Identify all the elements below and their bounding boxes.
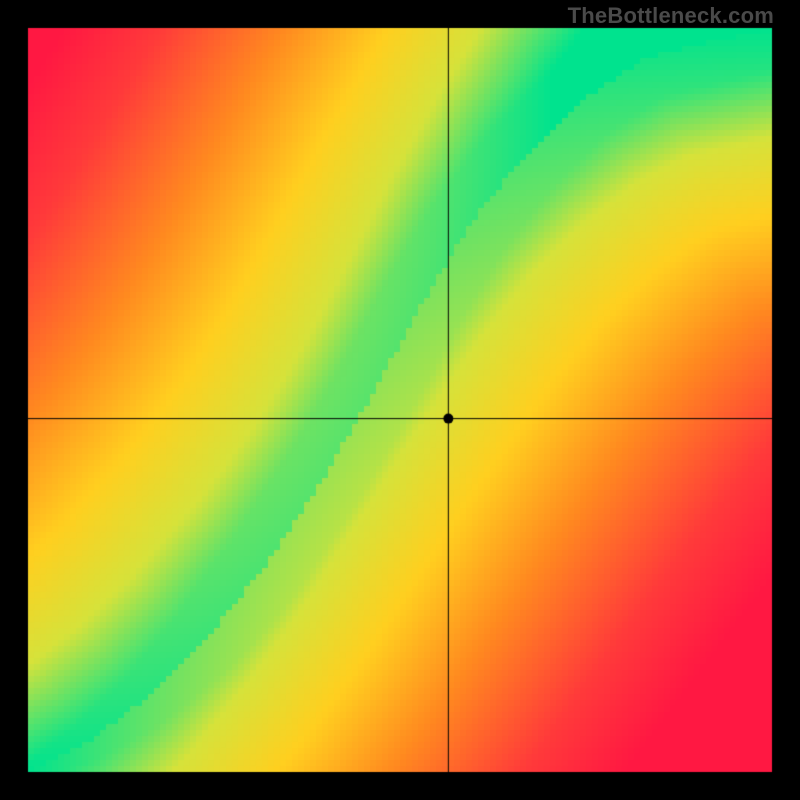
bottleneck-heatmap (0, 0, 800, 800)
watermark-text: TheBottleneck.com (568, 3, 774, 29)
